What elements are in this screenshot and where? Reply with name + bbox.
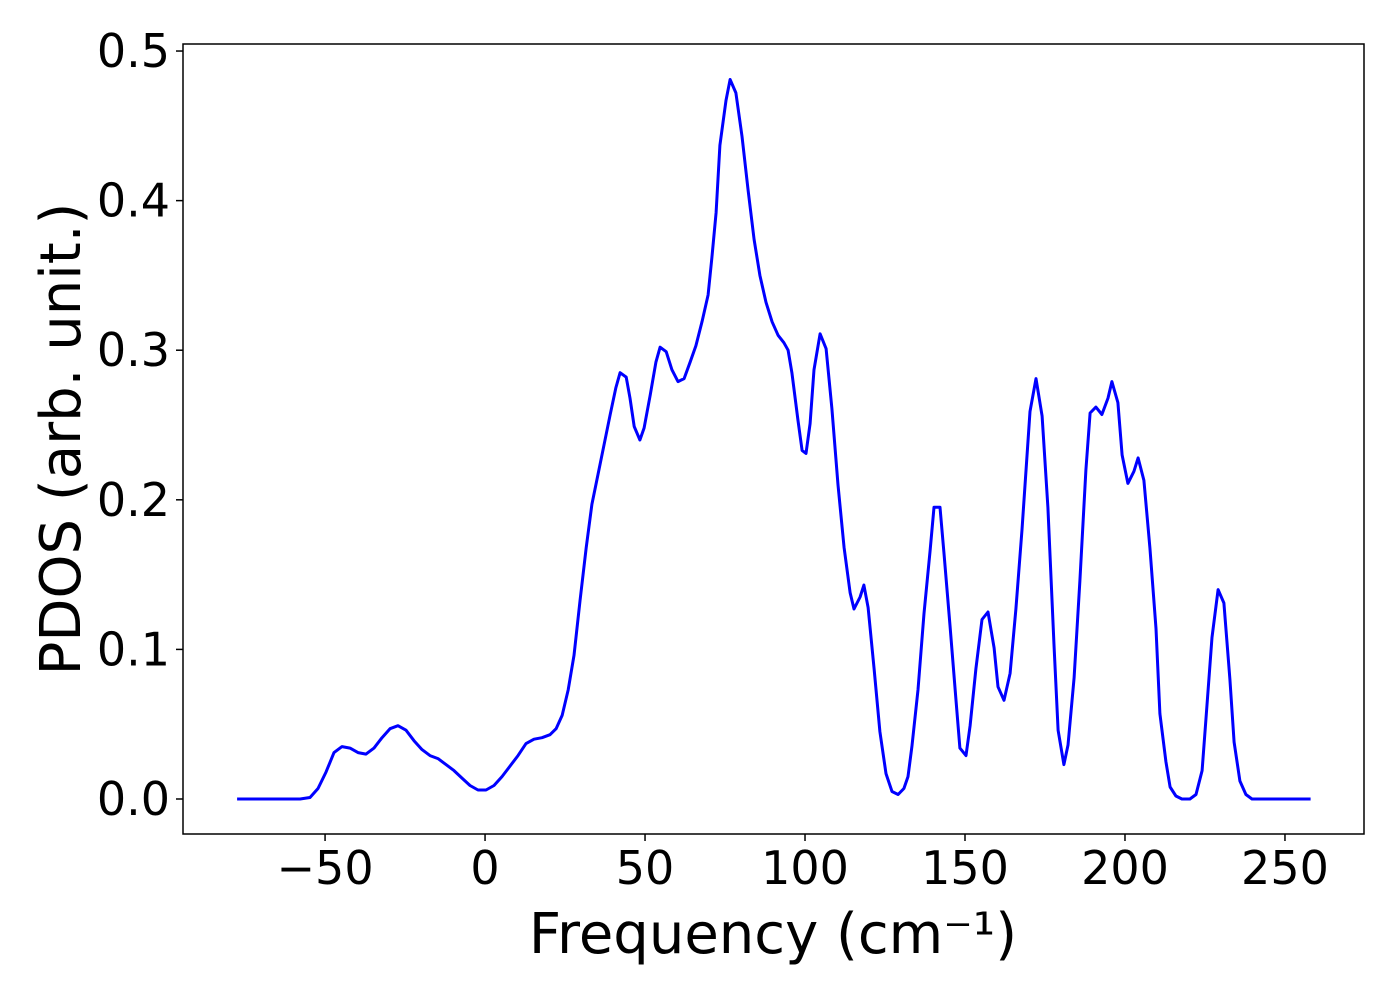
x-axis-label: Frequency (cm⁻¹) [529,902,1017,967]
y-tick-label: 0.1 [97,622,170,676]
x-tick-label: 100 [761,841,849,895]
y-tick-label: 0.5 [97,24,170,78]
x-tick-label: 250 [1241,841,1329,895]
x-tick-label: 200 [1081,841,1169,895]
x-tick-label: 0 [470,841,499,895]
y-tick-label: 0.2 [97,473,170,527]
x-tick-label: 150 [921,841,1009,895]
y-tick-label: 0.3 [97,323,170,377]
x-tick-label: −50 [277,841,374,895]
x-tick-label: 50 [616,841,675,895]
y-axis-label: PDOS (arb. unit.) [29,203,94,676]
plot-frame [182,43,1365,835]
data-line [237,78,1311,801]
y-tick-label: 0.0 [97,772,170,826]
y-tick-label: 0.4 [97,174,170,228]
